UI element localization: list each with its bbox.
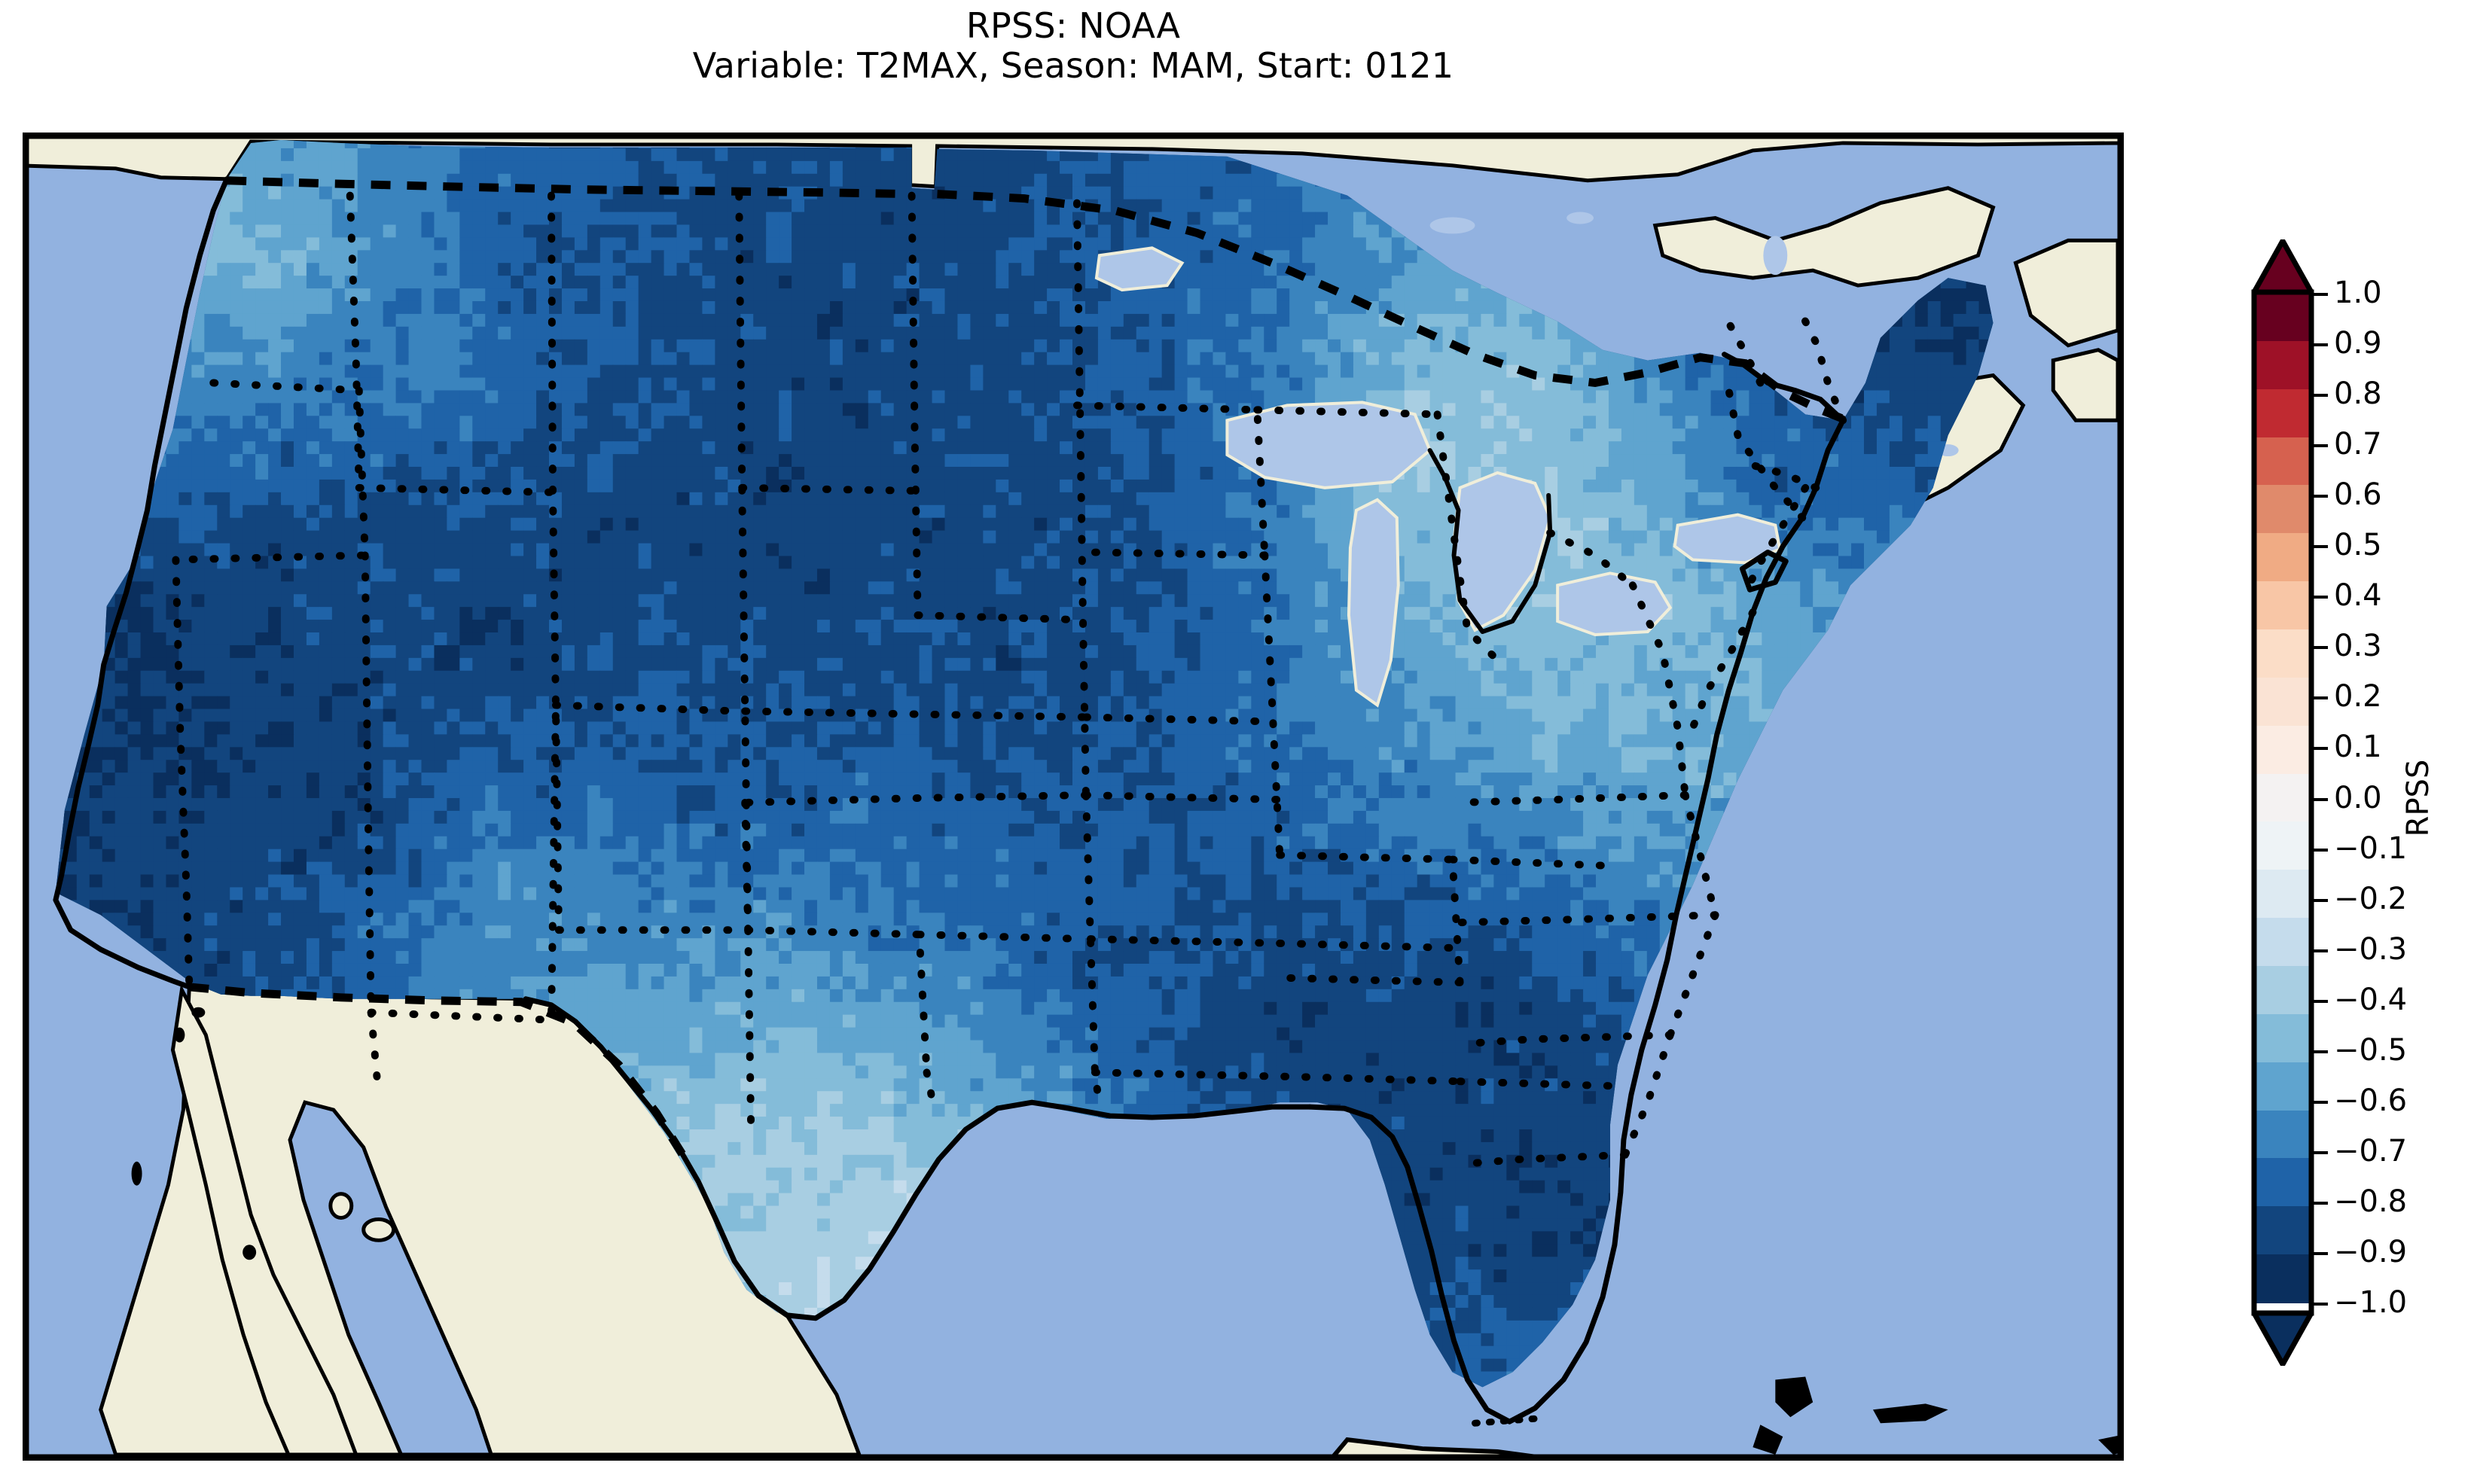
great-lakes xyxy=(1094,246,1782,708)
colorbar-tick-mark xyxy=(2311,596,2328,599)
figure-title: RPSS: NOAA Variable: T2MAX, Season: MAM,… xyxy=(0,5,2146,87)
colorbar-tick-label: −0.8 xyxy=(2334,1184,2408,1219)
colorbar-tick-label: −0.4 xyxy=(2334,982,2408,1017)
colorbar-tick-label: −0.5 xyxy=(2334,1032,2408,1068)
colorbar-tick-mark xyxy=(2311,444,2328,448)
title-line-meta: Variable: T2MAX, Season: MAM, Start: 012… xyxy=(692,45,1454,87)
colorbar-tick-label: −1.0 xyxy=(2334,1285,2408,1320)
colorbar[interactable]: 1.0 0.9 0.8 0.7 0.6 0.5 0.4 0.3 0.2 0.1 0.0 −0.1 −0.… xyxy=(2241,226,2474,1370)
colorbar-tick-mark xyxy=(2311,293,2328,296)
colorbar-tick-label: 0.7 xyxy=(2334,427,2382,462)
colorbar-tick-mark xyxy=(2311,394,2328,398)
colorbar-tick-mark xyxy=(2311,1251,2328,1255)
colorbar-tick-mark xyxy=(2311,999,2328,1003)
map-frame xyxy=(26,136,2121,1458)
colorbar-tick-label: 0.2 xyxy=(2334,679,2382,715)
colorbar-tick-label: 0.0 xyxy=(2334,780,2382,815)
colorbar-tick-label: 0.3 xyxy=(2334,629,2382,664)
colorbar-tick-mark xyxy=(2311,1303,2328,1306)
colorbar-tick-label: −0.6 xyxy=(2334,1083,2408,1118)
colorbar-axis-label: RPSS xyxy=(2401,759,2436,837)
colorbar-tick-label: 0.9 xyxy=(2334,326,2382,361)
colorbar-tick-label: 1.0 xyxy=(2334,276,2382,310)
map-plot-area xyxy=(23,133,2124,1461)
colorbar-tick-mark xyxy=(2311,696,2328,700)
colorbar-tick-label: −0.9 xyxy=(2334,1234,2408,1269)
colorbar-tick-label: −0.7 xyxy=(2334,1133,2408,1169)
colorbar-tick-mark xyxy=(2311,545,2328,549)
colorbar-tick-label: −0.3 xyxy=(2334,931,2408,967)
colorbar-tick-mark xyxy=(2311,898,2328,902)
colorbar-tick-label: 0.5 xyxy=(2334,528,2382,563)
colorbar-tick-mark xyxy=(2311,797,2328,801)
title-line-metric: RPSS: NOAA xyxy=(966,5,1181,46)
colorbar-tick-mark xyxy=(2311,646,2328,650)
map-canvas xyxy=(26,136,2121,1458)
colorbar-tick-label: 0.4 xyxy=(2334,578,2382,614)
colorbar-tick-mark xyxy=(2311,495,2328,498)
national-borders xyxy=(188,176,1845,1163)
colorbar-tick-label: 0.1 xyxy=(2334,730,2382,765)
colorbar-tick-mark xyxy=(2311,1050,2328,1053)
colorbar-tick-label: −0.2 xyxy=(2334,881,2408,916)
colorbar-tick-mark xyxy=(2311,848,2328,852)
colorbar-tick-mark xyxy=(2311,1150,2328,1154)
colorbar-tick-label: 0.8 xyxy=(2334,376,2382,412)
colorbar-tick-mark xyxy=(2311,1201,2328,1205)
colorbar-tick-mark xyxy=(2311,747,2328,751)
colorbar-tick-label: −0.1 xyxy=(2334,830,2408,866)
colorbar-tick-label: 0.6 xyxy=(2334,477,2382,513)
colorbar-ticks: 1.0 0.9 0.8 0.7 0.6 0.5 0.4 0.3 0.2 0.1 0.0 −0.1 −0.… xyxy=(2241,226,2474,1370)
state-boundaries xyxy=(172,191,1847,1168)
colorbar-tick-mark xyxy=(2311,1100,2328,1104)
colorbar-tick-mark xyxy=(2311,949,2328,952)
colorbar-tick-mark xyxy=(2311,343,2328,347)
mexico-landmass xyxy=(99,984,2121,1458)
